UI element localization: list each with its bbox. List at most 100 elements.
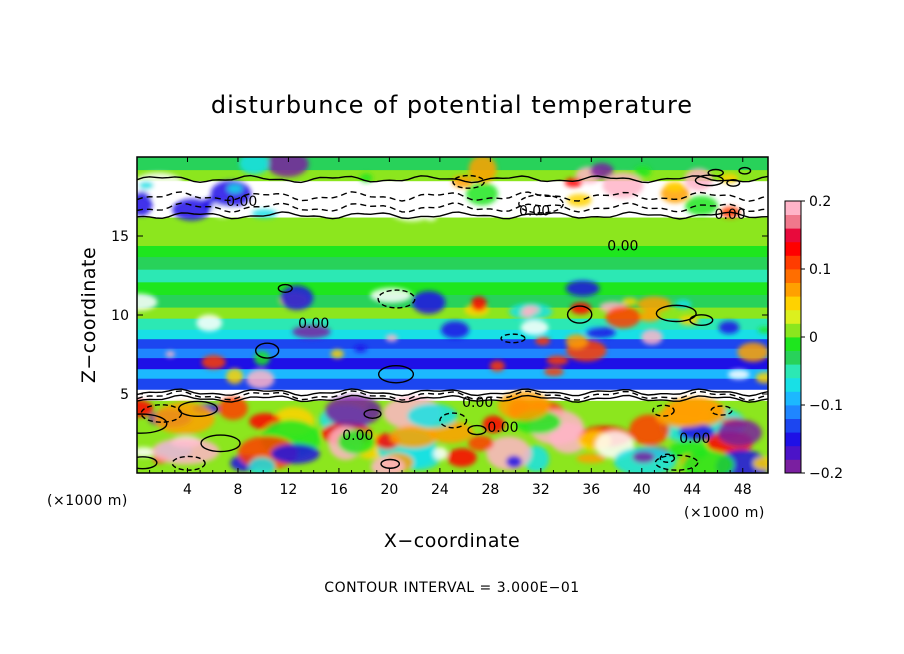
band-2 [137,378,768,390]
contour-label-3: 0.00 [715,207,746,223]
contour-loop-21 [363,408,382,419]
field-blob-26 [678,423,715,441]
x-tick-label-28: 28 [481,482,499,498]
band-15 [137,231,768,246]
band-18 [137,169,768,182]
contour-line-3 [137,174,768,184]
field-blob-67 [497,391,551,421]
field-blob-84 [489,360,505,372]
band-16 [137,217,768,232]
band-19 [137,157,768,171]
x-tick-label-24: 24 [431,482,449,498]
band-3 [137,368,768,379]
field-blob-55 [629,414,670,446]
field-blob-33 [154,402,215,435]
field-blob-59 [682,450,734,473]
band-6 [137,338,768,349]
x-tick-label-20: 20 [380,482,398,498]
field-blob-58 [270,443,320,464]
field-blob-0 [137,399,154,418]
y-axis-ticks: 5 10 15 [111,229,768,403]
field-blob-91 [755,372,768,384]
contour-loop-18 [177,400,218,417]
x-tick-label-44: 44 [683,482,701,498]
colorbar-swatch-18 [785,214,801,229]
contour-loop-19 [655,304,697,323]
field-blob-100 [330,349,344,359]
colorbar-swatch-2 [785,432,801,447]
contour-label-6: 0.00 [487,420,518,436]
field-blob-9 [447,448,477,467]
colorbar-swatch-11 [785,309,801,324]
contour-line-2 [137,211,768,220]
field-blob-122 [266,157,309,178]
contour-loop-12 [467,424,487,436]
field-blob-99 [622,297,638,306]
colorbar-swatch-3 [785,418,801,433]
field-blob-73 [535,336,551,346]
colorbar-swatch-6 [785,377,801,392]
x-tick-label-32: 32 [532,482,550,498]
colorbar-swatch-1 [785,445,801,460]
contour-loop-24 [500,333,526,344]
colorbar-swatch-16 [785,241,801,256]
contour-loop-26 [377,365,415,384]
colorbar: 0.2 0.1 0 −0.1 −0.2 [784,194,843,482]
field-blob-94 [585,326,616,339]
field-blob-95 [565,280,600,297]
band-11 [137,281,768,295]
x-tick-label-12: 12 [280,482,298,498]
x-tick-label-16: 16 [330,482,348,498]
field-blob-96 [520,320,549,336]
colorbar-swatch-0 [785,459,801,474]
x-tick-label-48: 48 [734,482,752,498]
colorbar-tick-label-4: −0.2 [809,466,843,482]
contour-line-0 [137,394,768,403]
plot-area: 0.00 0.00 0.00 0.00 0.00 0.00 0.00 0.00 0.00 [137,157,768,473]
colorbar-swatch-10 [785,323,801,338]
contour-loop-4 [452,174,485,189]
contour-loop-9 [710,405,733,416]
contour-label-0: 0.00 [226,194,257,210]
band-9 [137,307,768,319]
contour-loop-23 [380,458,401,469]
field-blob-39 [218,396,248,420]
field-blob-70 [354,345,367,353]
chart-title: disturbunce of potential temperature [211,91,693,119]
field-blob-61 [656,406,711,428]
field-blob-103 [165,351,175,358]
field-blob-41 [753,456,768,471]
contour-label-1: 0.00 [519,204,550,220]
colorbar-swatch-8 [785,350,801,365]
contour-line-6 [137,191,768,202]
x-tick-label-36: 36 [582,482,600,498]
colorbar-tick-label-1: 0.1 [809,262,831,278]
field-blob-87 [385,334,398,342]
contour-loop-25 [277,283,293,294]
band-13 [137,256,768,270]
contour-loop-6 [137,456,158,470]
field-blob-129 [634,166,652,177]
band-14 [137,245,768,258]
field-blob-101 [440,321,470,339]
field-blob-141 [590,162,614,179]
y-tick-label-10: 10 [111,308,129,324]
field-blob-113 [757,326,768,334]
contour-lines [137,166,768,471]
field-blob-111 [565,334,588,349]
contour-loop-8 [255,342,280,359]
colorbar-tick-label-0: 0.2 [809,194,831,210]
field-blob-107 [292,325,331,339]
field-blob-47 [324,395,382,427]
contour-label-5: 0.00 [462,395,493,411]
field-blob-134 [172,198,211,221]
contour-loop-7 [377,289,416,309]
field-blob-112 [544,367,564,376]
contour-loop-13 [659,453,676,463]
contour-loop-0 [652,404,675,417]
contour-loop-3 [726,178,741,187]
field-blob-86 [226,368,244,384]
field-blob-97 [737,342,768,362]
contour-loop-10 [689,314,714,326]
contour-line-1 [137,388,768,397]
